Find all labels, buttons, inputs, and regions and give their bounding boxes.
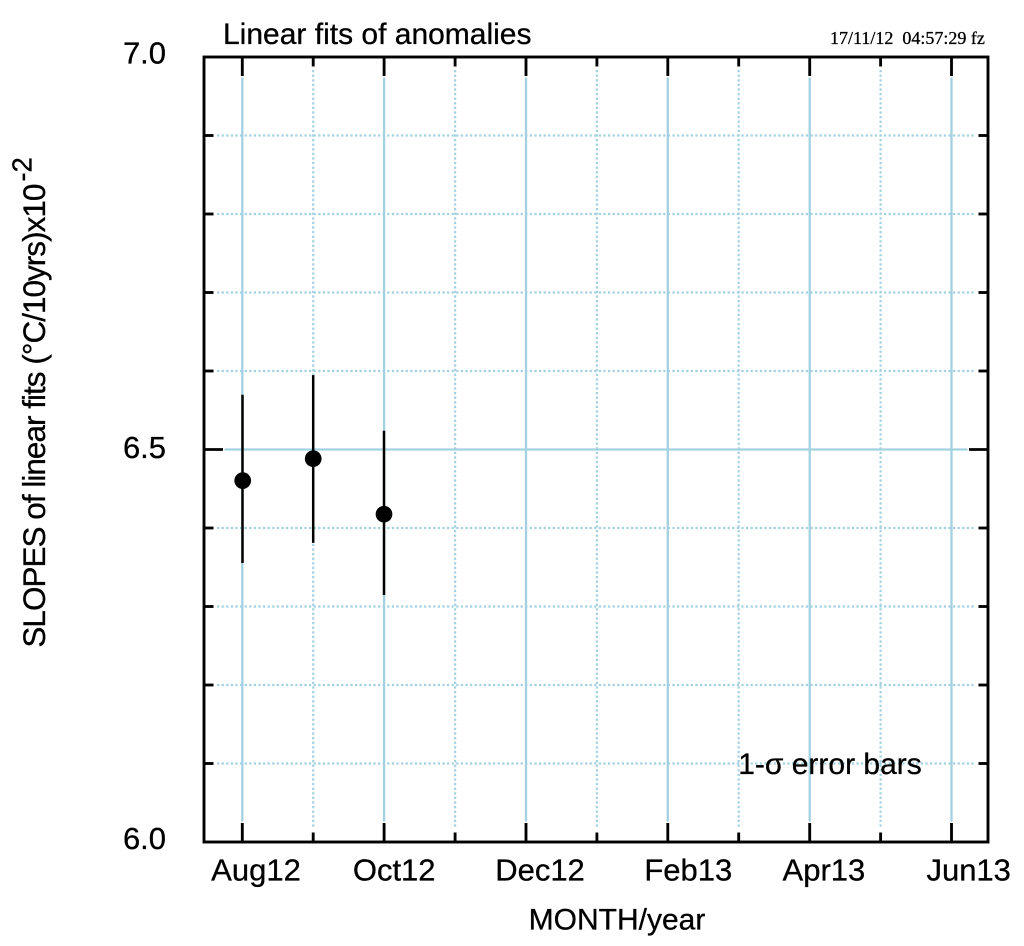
svg-text:MONTH/year: MONTH/year — [529, 904, 706, 937]
svg-text:Aug12: Aug12 — [211, 853, 301, 888]
svg-text:17/11/12 04:57:29 fz: 17/11/12 04:57:29 fz — [830, 28, 985, 48]
svg-text:6.0: 6.0 — [123, 821, 166, 856]
svg-text:7.0: 7.0 — [123, 36, 166, 71]
svg-text:Oct12: Oct12 — [353, 853, 436, 888]
svg-text:Feb13: Feb13 — [644, 853, 732, 888]
svg-text:SLOPES of linear fits (°C/10yr: SLOPES of linear fits (°C/10yrs)x10-2 — [6, 157, 52, 647]
svg-text:Jun13: Jun13 — [926, 853, 1010, 888]
svg-text:Linear fits of anomalies: Linear fits of anomalies — [223, 18, 532, 51]
svg-text:Apr13: Apr13 — [783, 853, 866, 888]
svg-text:Dec12: Dec12 — [495, 853, 585, 888]
svg-text:1-σ error bars: 1-σ error bars — [738, 748, 922, 781]
svg-text:6.5: 6.5 — [123, 430, 166, 465]
